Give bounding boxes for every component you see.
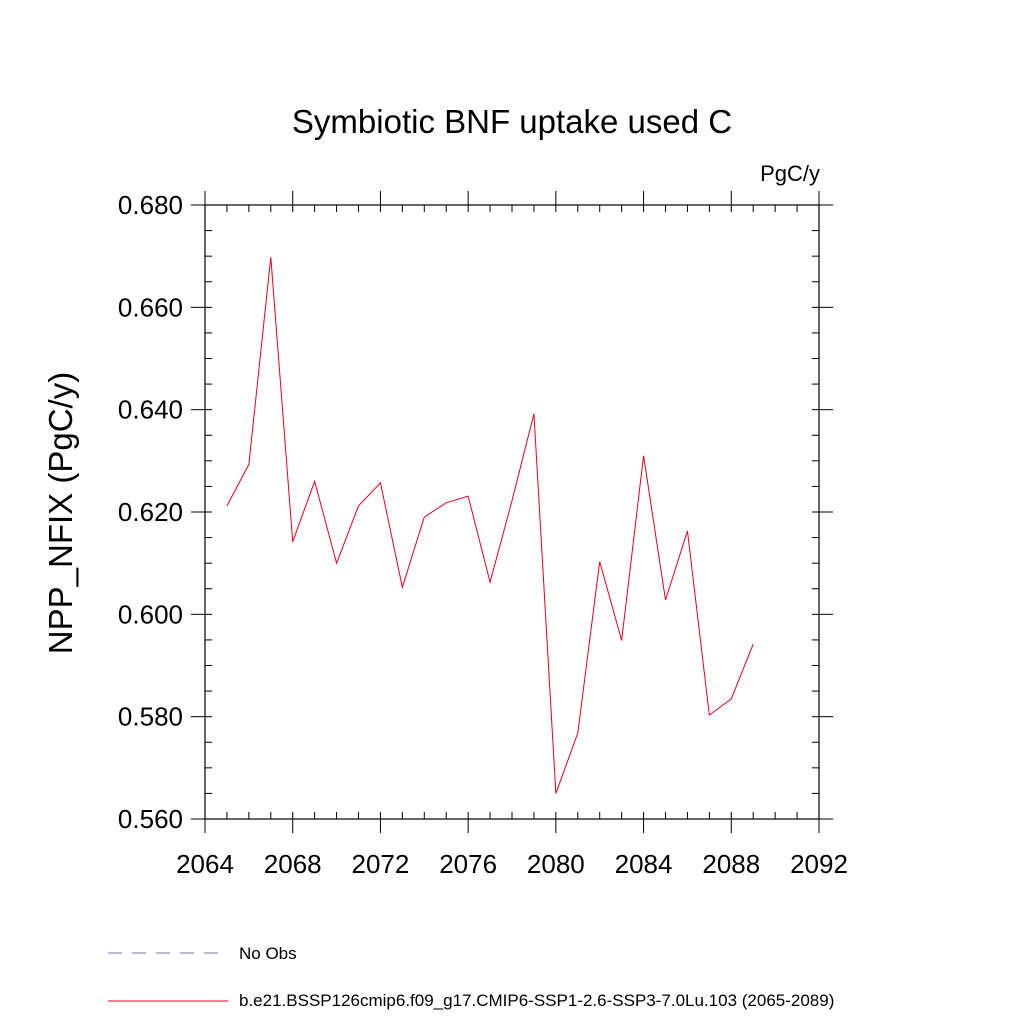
axis-ticks xyxy=(191,191,833,833)
series-layer xyxy=(226,257,754,794)
x-tick-label: 2080 xyxy=(527,849,585,879)
legend-label-model-run: b.e21.BSSP126cmip6.f09_g17.CMIP6-SSP1-2.… xyxy=(239,991,834,1010)
y-tick-label: 0.600 xyxy=(118,599,183,629)
plot-frame xyxy=(204,204,820,820)
legend: No Obs b.e21.BSSP126cmip6.f09_g17.CMIP6-… xyxy=(108,944,834,1010)
x-tick-label: 2092 xyxy=(790,849,848,879)
y-tick-label: 0.680 xyxy=(118,190,183,220)
x-tick-label: 2084 xyxy=(615,849,673,879)
legend-label-no-obs: No Obs xyxy=(239,944,297,963)
x-tick-label: 2068 xyxy=(264,849,322,879)
x-tick-label: 2064 xyxy=(176,849,234,879)
axis-tick-labels: 2064 2068 2072 2076 2080 2084 2088 2092 0.560 0.5… xyxy=(118,190,848,879)
x-tick-label: 2088 xyxy=(702,849,760,879)
y-tick-label: 0.560 xyxy=(118,804,183,834)
x-tick-label: 2076 xyxy=(439,849,497,879)
y-tick-label: 0.580 xyxy=(118,702,183,732)
y-axis-label: NPP_NFIX (PgC/y) xyxy=(42,372,79,654)
x-tick-label: 2072 xyxy=(352,849,410,879)
y-tick-label: 0.640 xyxy=(118,395,183,425)
y-tick-label: 0.620 xyxy=(118,497,183,527)
series-line-0 xyxy=(226,257,754,794)
units-label: PgC/y xyxy=(760,161,820,186)
chart-title: Symbiotic BNF uptake used C xyxy=(292,103,732,140)
y-tick-label: 0.660 xyxy=(118,292,183,322)
